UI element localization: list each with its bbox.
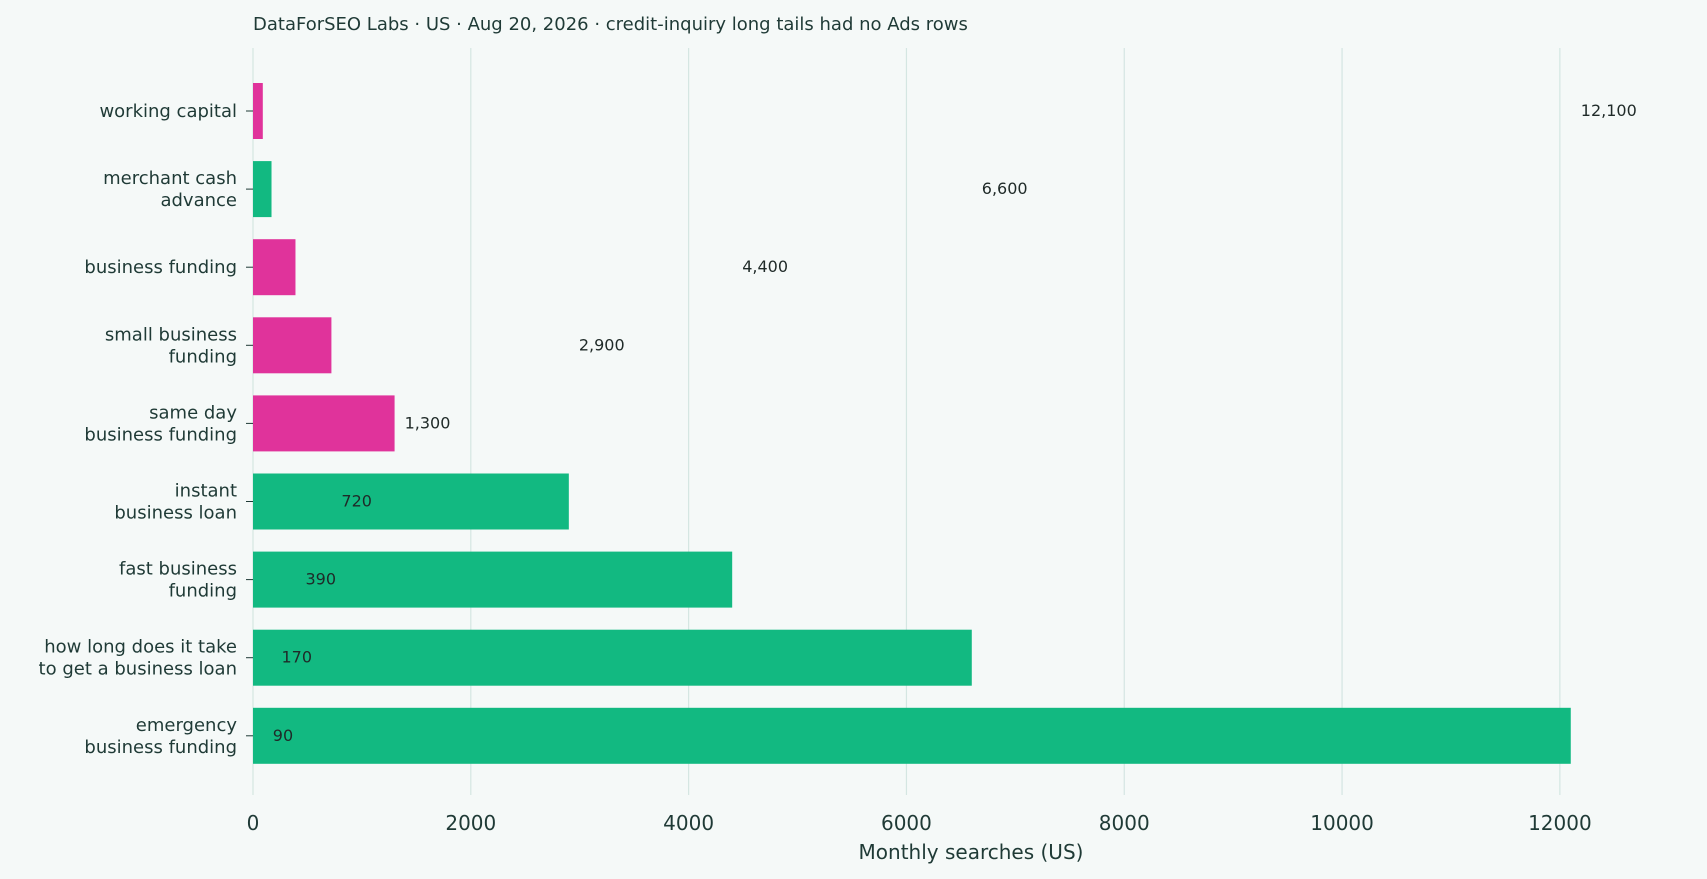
value-label-5: 720 [341,492,372,511]
bar-0 [253,83,263,139]
category-label-0: working capital [99,101,237,122]
x-tick-label-0: 0 [247,811,260,835]
bar-2 [253,239,296,296]
x-tick-label-1: 2000 [445,811,496,835]
bar-3 [253,317,332,374]
value-label-7: 170 [282,648,313,667]
chart-subtitle: DataForSEO Labs · US · Aug 20, 2026 · cr… [253,14,968,35]
bar-5 [253,473,569,530]
bar-7 [253,629,972,686]
x-tick-label-3: 6000 [881,811,932,835]
value-label-6: 390 [305,570,336,589]
x-axis-title: Monthly searches (US) [859,840,1084,864]
category-label-3: small business funding [105,324,237,367]
x-tick-label-2: 4000 [663,811,714,835]
category-label-2: business funding [84,257,237,278]
category-label-1: merchant cash advance [103,168,237,211]
value-label-0: 12,100 [1581,101,1637,120]
value-labels: 12,100 6,600 4,400 2,900 1,300 720 390 170 90 [273,101,1637,745]
bar-1 [253,161,272,218]
bar-4 [253,395,395,452]
category-label-8: emergency business funding [84,715,237,758]
category-label-6: fast business funding [119,559,237,602]
value-label-1: 6,600 [982,179,1028,198]
category-labels: working capital merchant cash advance busin… [39,101,253,758]
value-label-2: 4,400 [742,257,788,276]
value-label-3: 2,900 [579,335,625,354]
bar-8 [253,707,1571,764]
bars [253,83,1571,764]
x-axis-ticks: 0 2000 4000 6000 8000 10000 12000 [247,811,1592,835]
category-label-7: how long does it take to get a business l… [39,637,237,680]
x-tick-label-6: 12000 [1528,811,1592,835]
category-label-5: instant business loan [114,481,237,524]
grid-lines [252,48,1561,795]
x-tick-label-4: 8000 [1099,811,1150,835]
value-label-8: 90 [273,726,293,745]
bar-6 [253,551,733,608]
category-label-4: same day business funding [84,402,237,445]
x-tick-label-5: 10000 [1310,811,1374,835]
value-label-4: 1,300 [405,413,451,432]
